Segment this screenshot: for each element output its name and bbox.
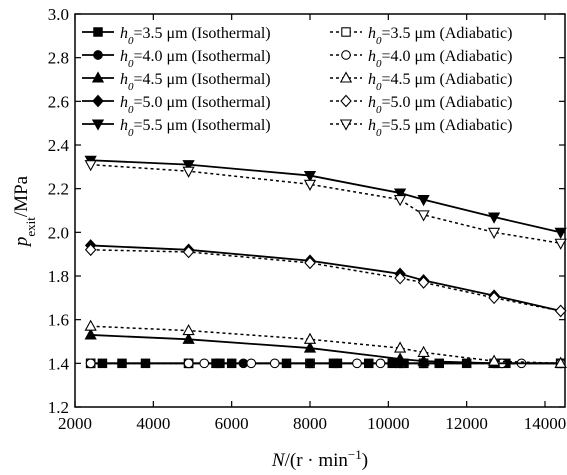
- y-tick-label: 1.8: [48, 267, 69, 286]
- data-point: [417, 354, 430, 366]
- data-point: [393, 188, 407, 200]
- data-point: [182, 323, 195, 336]
- legend-left-entry-3: h0=4.5 μm (Isothermal): [82, 71, 271, 93]
- legend-marker: [93, 50, 103, 60]
- data-point: [417, 345, 430, 357]
- data-point: [304, 256, 316, 270]
- legend-label: h0=5.5 μm (Isothermal): [120, 117, 271, 139]
- data-point: [375, 358, 386, 369]
- legend-left-entry-4: h0=5.0 μm (Isothermal): [82, 94, 271, 116]
- legend-marker: [341, 50, 351, 60]
- y-tick-label: 2.8: [48, 49, 69, 68]
- data-point: [487, 227, 501, 239]
- legend-left-entry-2: h0=4.0 μm (Isothermal): [82, 48, 271, 70]
- legend-marker: [339, 71, 353, 83]
- y-tick-label: 2.6: [48, 92, 69, 111]
- legend-marker: [339, 119, 353, 131]
- legend-marker: [93, 27, 103, 37]
- series-6: [84, 319, 567, 368]
- data-point: [394, 271, 406, 285]
- legend-label: h0=3.5 μm (Adiabatic): [368, 25, 512, 47]
- data-point: [303, 171, 317, 183]
- x-tick-label: 2000: [58, 414, 92, 433]
- y-axis-title: pexit/MPa: [11, 175, 38, 248]
- x-tick-label: 12000: [445, 414, 488, 433]
- data-point: [554, 304, 567, 318]
- data-point: [352, 358, 362, 369]
- legend-marker: [340, 94, 352, 108]
- data-point: [84, 319, 97, 331]
- series-9: [84, 155, 567, 239]
- legend-label: h0=5.0 μm (Adiabatic): [368, 94, 512, 116]
- data-point: [417, 210, 430, 222]
- y-tick-label: 2.4: [48, 136, 70, 155]
- legend-label: h0=5.0 μm (Isothermal): [120, 94, 271, 116]
- legend-label: h0=3.5 μm (Isothermal): [120, 25, 271, 47]
- y-tick-label: 1.6: [48, 311, 69, 330]
- legend-left-entry-1: h0=3.5 μm (Isothermal): [82, 25, 271, 47]
- data-point: [554, 238, 567, 250]
- legend-label: h0=4.5 μm (Isothermal): [120, 71, 271, 93]
- data-point: [85, 358, 96, 369]
- legend-marker: [91, 119, 105, 131]
- legend: h0=3.5 μm (Isothermal)h0=4.0 μm (Isother…: [82, 25, 512, 139]
- y-tick-label: 2.2: [48, 180, 69, 199]
- x-axis-title: N/(r · min−1): [271, 447, 368, 472]
- axis-ticks: 2000 4000 6000 8000 10000 12000 14000 1.2 1.4 1.6…: [48, 5, 567, 433]
- data-point: [84, 160, 97, 172]
- series-layer: [84, 155, 567, 369]
- data-point: [554, 227, 567, 239]
- data-point: [487, 212, 501, 224]
- legend-marker: [91, 71, 105, 83]
- x-tick-label: 6000: [215, 414, 249, 433]
- x-tick-label: 8000: [293, 414, 327, 433]
- legend-right-entry-4: h0=5.0 μm (Adiabatic): [330, 94, 512, 116]
- plot-area: [74, 13, 566, 408]
- series-10: [84, 160, 567, 250]
- y-tick-label: 1.2: [48, 398, 69, 417]
- data-point: [84, 243, 97, 257]
- data-point: [417, 276, 430, 289]
- y-tick-label: 2.0: [48, 223, 69, 242]
- x-tick-label: 10000: [367, 414, 410, 433]
- data-point: [417, 195, 430, 207]
- legend-left-entry-5: h0=5.5 μm (Isothermal): [82, 117, 271, 139]
- x-tick-label: 4000: [136, 414, 170, 433]
- data-point: [303, 341, 317, 353]
- data-point: [182, 166, 195, 178]
- data-point: [487, 354, 501, 366]
- legend-label: h0=4.0 μm (Adiabatic): [368, 48, 512, 70]
- legend-label: h0=5.5 μm (Adiabatic): [368, 117, 512, 139]
- legend-marker: [341, 27, 351, 37]
- data-point: [183, 358, 194, 369]
- data-point: [393, 352, 407, 364]
- legend-right-entry-3: h0=4.5 μm (Adiabatic): [330, 71, 512, 93]
- series-8: [84, 243, 567, 318]
- data-point: [393, 341, 407, 353]
- y-tick-label: 3.0: [48, 5, 69, 24]
- data-point: [303, 332, 317, 344]
- data-point: [246, 358, 257, 369]
- legend-right-entry-1: h0=3.5 μm (Adiabatic): [330, 25, 512, 47]
- data-point: [393, 195, 407, 207]
- data-point: [488, 291, 500, 305]
- data-point: [182, 332, 195, 344]
- data-point: [554, 356, 567, 368]
- data-point: [199, 358, 210, 369]
- data-point: [182, 245, 195, 259]
- y-tick-label: 1.4: [48, 354, 70, 373]
- legend-right-entry-5: h0=5.5 μm (Adiabatic): [330, 117, 512, 139]
- legend-label: h0=4.0 μm (Isothermal): [120, 48, 271, 70]
- data-point: [303, 179, 317, 191]
- x-tick-label: 14000: [524, 414, 567, 433]
- legend-marker: [92, 94, 104, 108]
- legend-right-entry-2: h0=4.0 μm (Adiabatic): [330, 48, 512, 70]
- data-point: [182, 160, 195, 172]
- legend-label: h0=4.5 μm (Adiabatic): [368, 71, 512, 93]
- data-point: [269, 358, 280, 369]
- data-point: [84, 328, 97, 340]
